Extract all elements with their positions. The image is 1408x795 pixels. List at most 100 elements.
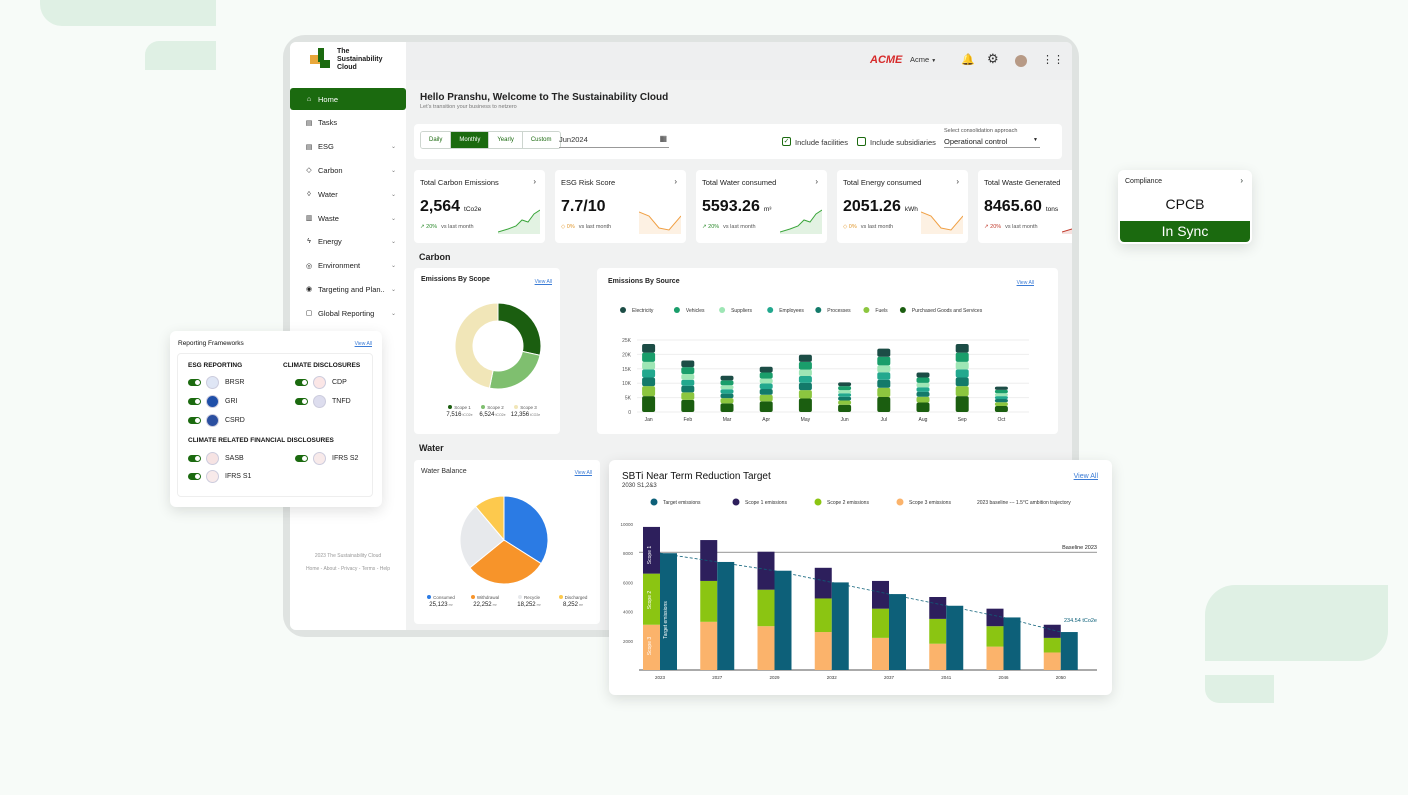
x-tick-label: 2041 bbox=[941, 675, 952, 680]
bar-segment bbox=[929, 643, 947, 670]
date-picker[interactable]: Jun2024 ▦ bbox=[559, 134, 669, 148]
kpi-percent: 20% bbox=[990, 224, 1002, 230]
framework-toggle[interactable] bbox=[295, 455, 308, 462]
sidebar-item[interactable]: ◊ Water ⌄ bbox=[290, 183, 406, 205]
include-facilities-checkbox[interactable]: ✓ bbox=[782, 137, 791, 146]
framework-name: CDP bbox=[332, 379, 347, 386]
avatar[interactable] bbox=[1015, 55, 1027, 67]
legend-item: Scope 1 7,516tCO2e bbox=[443, 405, 476, 418]
sidebar-item[interactable]: ▤ Tasks bbox=[290, 112, 406, 134]
view-all-link[interactable]: View All bbox=[574, 470, 592, 476]
kpi-card[interactable]: Total Water consumed › 5593.26 m³ ↗ 20% vs la… bbox=[696, 170, 827, 243]
top-bar: ACME Acme ▼ 🔔 ⚙ ⋮⋮ bbox=[290, 42, 1072, 80]
y-tick-label: 0 bbox=[628, 410, 631, 416]
bar-segment bbox=[643, 573, 660, 625]
kpi-percent: 0% bbox=[566, 224, 575, 230]
x-tick-label: Aug bbox=[919, 417, 928, 423]
welcome-subtitle: Let's transition your business to netzer… bbox=[420, 104, 517, 110]
legend-dot bbox=[470, 595, 475, 599]
view-all-link[interactable]: View All bbox=[1073, 473, 1098, 480]
legend-dot bbox=[863, 307, 870, 313]
target-bar bbox=[831, 582, 849, 670]
period-tab[interactable]: Daily bbox=[421, 132, 451, 148]
footer-links[interactable]: Home - About - Privacy - Terms - Help bbox=[305, 566, 391, 572]
legend-dot bbox=[427, 595, 432, 599]
app-name: The Sustainability Cloud bbox=[337, 48, 383, 72]
sidebar-item-label: Environment bbox=[318, 261, 361, 271]
kpi-foot-text: vs last month bbox=[441, 224, 474, 230]
kpi-card[interactable]: ESG Risk Score › 7.7/10 ◇ 0% vs last month bbox=[555, 170, 686, 243]
sidebar-item[interactable]: ◉ Targeting and Plan.. ⌄ bbox=[290, 278, 406, 300]
sidebar-item[interactable]: ▢ Global Reporting ⌄ bbox=[290, 302, 406, 324]
x-tick-label: Apr bbox=[762, 417, 770, 423]
card-title: Emissions By Source bbox=[608, 278, 680, 285]
bar-segment bbox=[1043, 624, 1061, 638]
sidebar-item[interactable]: ⌂ Home bbox=[290, 88, 406, 110]
compliance-status-badge: In Sync bbox=[1120, 221, 1250, 242]
chevron-right-icon[interactable]: › bbox=[674, 177, 677, 186]
legend-dot bbox=[732, 498, 740, 506]
bar-segment bbox=[994, 386, 1008, 390]
view-all-link[interactable]: View All bbox=[1016, 280, 1034, 286]
chevron-right-icon[interactable]: › bbox=[956, 177, 959, 186]
sparkline-area bbox=[780, 210, 822, 234]
framework-toggle[interactable] bbox=[295, 379, 308, 386]
bar-segment bbox=[759, 383, 773, 389]
gear-icon[interactable]: ⚙ bbox=[987, 51, 999, 66]
bar-segment bbox=[814, 567, 832, 599]
period-tab[interactable]: Custom bbox=[521, 132, 560, 148]
legend-label: Fuels bbox=[875, 308, 888, 314]
chevron-right-icon[interactable]: › bbox=[533, 177, 536, 186]
apps-grid-icon[interactable]: ⋮⋮ bbox=[1042, 54, 1064, 66]
bar-segment bbox=[916, 372, 930, 378]
x-tick-label: 2029 bbox=[769, 675, 780, 680]
legend-value: 8,252m³ bbox=[551, 602, 595, 608]
framework-toggle[interactable] bbox=[188, 417, 201, 424]
legend-number: 12,356 bbox=[510, 412, 530, 418]
framework-toggle[interactable] bbox=[188, 398, 201, 405]
bar-segment bbox=[877, 372, 891, 380]
sidebar-item[interactable]: ◇ Carbon ⌄ bbox=[290, 159, 406, 181]
scope-slice bbox=[488, 350, 541, 390]
sbti-title: SBTi Near Term Reduction Target bbox=[622, 471, 771, 482]
period-tab[interactable]: Monthly bbox=[450, 132, 489, 148]
bar-segment bbox=[759, 378, 773, 384]
legend-number: 6,524 bbox=[479, 412, 495, 418]
bar-segment bbox=[759, 388, 773, 395]
framework-logo-icon bbox=[206, 395, 219, 408]
chevron-right-icon[interactable]: › bbox=[815, 177, 818, 186]
framework-row: BRSR bbox=[188, 376, 244, 389]
bar-segment bbox=[700, 540, 718, 581]
sidebar-item[interactable]: ◎ Environment ⌄ bbox=[290, 255, 406, 277]
chevron-right-icon[interactable]: › bbox=[1240, 176, 1243, 185]
sidebar-item[interactable]: ▥ Waste ⌄ bbox=[290, 207, 406, 229]
sidebar-item[interactable]: ϟ Energy ⌄ bbox=[290, 231, 406, 253]
legend-dot bbox=[448, 405, 453, 409]
period-tab[interactable]: Yearly bbox=[488, 132, 522, 148]
include-subsidiaries-checkbox[interactable] bbox=[857, 137, 866, 146]
framework-toggle[interactable] bbox=[188, 379, 201, 386]
framework-toggle[interactable] bbox=[188, 455, 201, 462]
bell-icon[interactable]: 🔔 bbox=[961, 54, 975, 66]
reporting-frameworks-card: Reporting Frameworks View All ESG REPORT… bbox=[170, 331, 382, 507]
org-selector[interactable]: Acme ▼ bbox=[910, 55, 936, 64]
kpi-delta: ◇ 0% vs last month bbox=[561, 224, 611, 230]
consolidation-select[interactable]: Operational control ▼ bbox=[944, 137, 1040, 148]
bar-segment bbox=[681, 399, 695, 412]
framework-toggle[interactable] bbox=[188, 473, 201, 480]
kpi-card[interactable]: Total Energy consumed › 2051.26 kWh ◇ 0% vs l… bbox=[837, 170, 968, 243]
chevron-down-icon: ⌄ bbox=[390, 167, 396, 174]
framework-toggle[interactable] bbox=[295, 398, 308, 405]
chevron-down-icon: ▼ bbox=[931, 58, 937, 64]
kpi-number: 2051.26 bbox=[843, 198, 901, 215]
legend-value: 18,252m³ bbox=[507, 602, 551, 608]
view-all-link[interactable]: View All bbox=[354, 341, 372, 347]
x-tick-label: 2046 bbox=[998, 675, 1009, 680]
bar-segment bbox=[798, 390, 812, 399]
sidebar-item[interactable]: ▤ ESG ⌄ bbox=[290, 136, 406, 158]
framework-row: IFRS S2 bbox=[295, 452, 358, 465]
kpi-card[interactable]: Total Carbon Emissions › 2,564 tCo2e ↗ 20% vs… bbox=[414, 170, 545, 243]
kpi-number: 8465.60 bbox=[984, 198, 1042, 215]
view-all-link[interactable]: View All bbox=[534, 279, 552, 285]
